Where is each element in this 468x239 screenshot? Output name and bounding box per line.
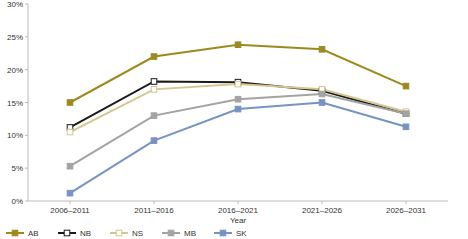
- chart: 0% 5% 10% 15% 20% 25% 30% 2006–2011 2011–2016 201…: [0, 0, 468, 239]
- y-axis: [28, 4, 29, 201]
- x-tick-label: 2011–2016: [134, 206, 174, 215]
- plot-area: [67, 42, 409, 196]
- legend-label: NB: [80, 229, 91, 238]
- point-marker: [403, 83, 409, 89]
- series-line: [70, 81, 406, 127]
- y-tick-label: 10%: [7, 131, 23, 140]
- y-tick-label: 30%: [7, 0, 23, 9]
- point-marker: [403, 124, 409, 130]
- y-tick-label: 20%: [7, 66, 23, 75]
- series-line: [70, 45, 406, 103]
- x-tick-label: 2016–2021: [218, 206, 259, 215]
- y-tick-label: 25%: [7, 33, 23, 42]
- point-marker: [67, 100, 73, 106]
- point-marker: [151, 113, 157, 119]
- point-marker: [67, 129, 73, 135]
- point-marker: [67, 190, 73, 196]
- y-tick-label: 5%: [11, 164, 23, 173]
- legend-label: NS: [132, 229, 143, 238]
- series-line: [70, 103, 406, 194]
- legend-marker: [168, 230, 174, 236]
- y-tick-label: 15%: [7, 99, 23, 108]
- x-tick: [154, 201, 155, 204]
- x-tick: [70, 201, 71, 204]
- point-marker: [403, 111, 409, 117]
- point-marker: [151, 87, 157, 93]
- point-marker: [319, 91, 325, 97]
- point-marker: [151, 138, 157, 144]
- legend-marker: [116, 230, 122, 236]
- x-tick-label: 2006–2011: [50, 206, 90, 215]
- point-marker: [235, 96, 241, 102]
- y-tick-label: 0%: [11, 197, 23, 206]
- point-marker: [403, 111, 409, 117]
- point-marker: [319, 47, 325, 53]
- x-tick-label: 2026–2031: [386, 206, 427, 215]
- legend-marker: [64, 230, 70, 236]
- point-marker: [235, 42, 241, 48]
- point-marker: [151, 79, 157, 85]
- x-tick: [322, 201, 323, 204]
- point-marker: [151, 54, 157, 60]
- series-line: [70, 84, 406, 132]
- legend-label: SK: [236, 229, 247, 238]
- x-tick-label: 2021–2026: [302, 206, 343, 215]
- x-tick: [238, 201, 239, 204]
- point-marker: [319, 100, 325, 106]
- point-marker: [235, 106, 241, 112]
- legend-label: MB: [184, 229, 196, 238]
- legend-label: AB: [28, 229, 39, 238]
- x-axis-label: Year: [230, 216, 247, 225]
- point-marker: [67, 163, 73, 169]
- point-marker: [235, 81, 241, 87]
- legend-marker: [12, 230, 18, 236]
- series-line: [70, 94, 406, 166]
- legend-marker: [220, 230, 226, 236]
- x-tick: [406, 201, 407, 204]
